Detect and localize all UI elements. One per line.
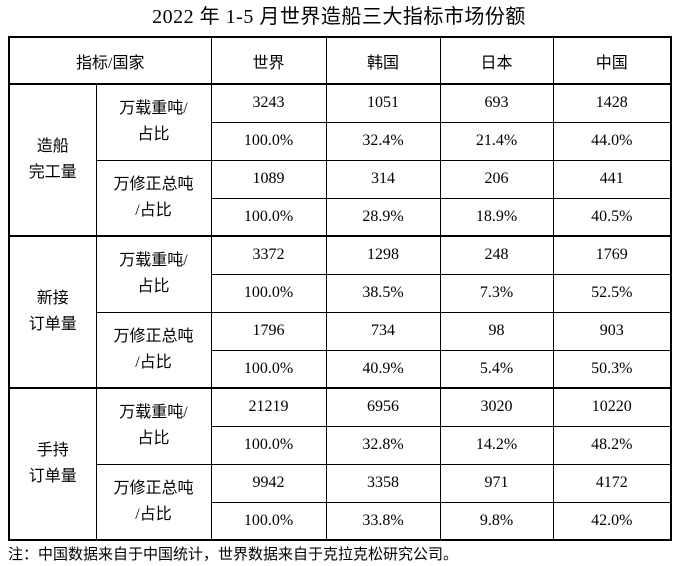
group-label-new-orders: 新接 订单量	[8, 235, 97, 389]
table-row: 100.0% 38.5% 7.3% 52.5%	[9, 273, 672, 313]
table-row: 100.0% 40.9% 5.4% 50.3%	[9, 349, 672, 389]
share-cell: 38.5%	[325, 273, 441, 313]
group-label-orderbook: 手持 订单量	[8, 387, 97, 541]
share-cell: 50.3%	[552, 349, 672, 389]
value-cell: 441	[552, 159, 672, 199]
table-header-row: 指标/国家 世界 韩国 日本 中国	[8, 36, 672, 85]
metric-label-cgt: 万修正总吨 /占比	[95, 311, 212, 389]
value-cell: 3020	[439, 387, 554, 427]
table-row: 万修正总吨 /占比 1796 734 98 903	[9, 311, 672, 389]
group-label-completions: 造船 完工量	[8, 83, 97, 237]
value-cell: 98	[439, 311, 554, 351]
market-share-table: 指标/国家 世界 韩国 日本 中国 造船 完工量 万载重吨/ 占比 3243 1…	[8, 36, 673, 541]
col-header-china: 中国	[552, 36, 672, 85]
share-cell: 52.5%	[552, 273, 672, 313]
share-cell: 18.9%	[439, 197, 554, 237]
value-cell: 21219	[210, 387, 327, 427]
value-cell: 903	[552, 311, 672, 351]
table-row: 100.0% 33.8% 9.8% 42.0%	[9, 501, 672, 541]
value-cell: 248	[439, 235, 554, 275]
share-cell: 40.9%	[325, 349, 441, 389]
value-cell: 734	[325, 311, 441, 351]
value-cell: 1769	[552, 235, 672, 275]
value-cell: 10220	[552, 387, 672, 427]
value-cell: 9942	[210, 463, 327, 503]
table-row: 100.0% 32.4% 21.4% 44.0%	[9, 121, 672, 161]
share-cell: 42.0%	[552, 501, 672, 541]
value-cell: 3372	[210, 235, 327, 275]
page-title: 2022 年 1-5 月世界造船三大指标市场份额	[152, 6, 526, 28]
value-cell: 1298	[325, 235, 441, 275]
metric-label-cgt: 万修正总吨 /占比	[95, 159, 212, 237]
share-cell: 100.0%	[210, 121, 327, 161]
share-cell: 14.2%	[439, 425, 554, 465]
metric-label-dwt: 万载重吨/ 占比	[95, 235, 212, 313]
share-cell: 32.8%	[325, 425, 441, 465]
share-cell: 100.0%	[210, 197, 327, 237]
share-cell: 21.4%	[439, 121, 554, 161]
metric-label-dwt: 万载重吨/ 占比	[95, 387, 212, 465]
source-footnote: 注：中国数据来自于中国统计，世界数据来自于克拉克松研究公司。	[8, 547, 459, 563]
col-header-world: 世界	[210, 36, 327, 85]
share-cell: 32.4%	[325, 121, 441, 161]
share-cell: 9.8%	[439, 501, 554, 541]
share-cell: 33.8%	[325, 501, 441, 541]
share-cell: 48.2%	[552, 425, 672, 465]
share-cell: 100.0%	[210, 425, 327, 465]
table-row: 100.0% 32.8% 14.2% 48.2%	[9, 425, 672, 465]
value-cell: 1051	[325, 83, 441, 123]
share-cell: 5.4%	[439, 349, 554, 389]
value-cell: 3358	[325, 463, 441, 503]
table-row: 手持 订单量 万载重吨/ 占比 21219 6956 3020 10220	[8, 387, 672, 541]
share-cell: 40.5%	[552, 197, 672, 237]
value-cell: 4172	[552, 463, 672, 503]
share-cell: 100.0%	[210, 349, 327, 389]
share-cell: 100.0%	[210, 501, 327, 541]
value-cell: 314	[325, 159, 441, 199]
table-row: 万修正总吨 /占比 9942 3358 971 4172	[9, 463, 672, 541]
share-cell: 44.0%	[552, 121, 672, 161]
col-header-japan: 日本	[439, 36, 554, 85]
metric-label-cgt: 万修正总吨 /占比	[95, 463, 212, 541]
value-cell: 6956	[325, 387, 441, 427]
value-cell: 3243	[210, 83, 327, 123]
value-cell: 1796	[210, 311, 327, 351]
table-row: 100.0% 28.9% 18.9% 40.5%	[9, 197, 672, 237]
value-cell: 1428	[552, 83, 672, 123]
value-cell: 206	[439, 159, 554, 199]
share-cell: 100.0%	[210, 273, 327, 313]
metric-label-dwt: 万载重吨/ 占比	[95, 83, 212, 161]
col-header-korea: 韩国	[325, 36, 441, 85]
table-row: 新接 订单量 万载重吨/ 占比 3372 1298 248 1769	[8, 235, 672, 389]
value-cell: 1089	[210, 159, 327, 199]
table-row: 万修正总吨 /占比 1089 314 206 441	[9, 159, 672, 237]
share-cell: 28.9%	[325, 197, 441, 237]
table-row: 造船 完工量 万载重吨/ 占比 3243 1051 693 1428	[8, 83, 672, 237]
value-cell: 693	[439, 83, 554, 123]
share-cell: 7.3%	[439, 273, 554, 313]
value-cell: 971	[439, 463, 554, 503]
corner-header-cell: 指标/国家	[8, 36, 212, 85]
